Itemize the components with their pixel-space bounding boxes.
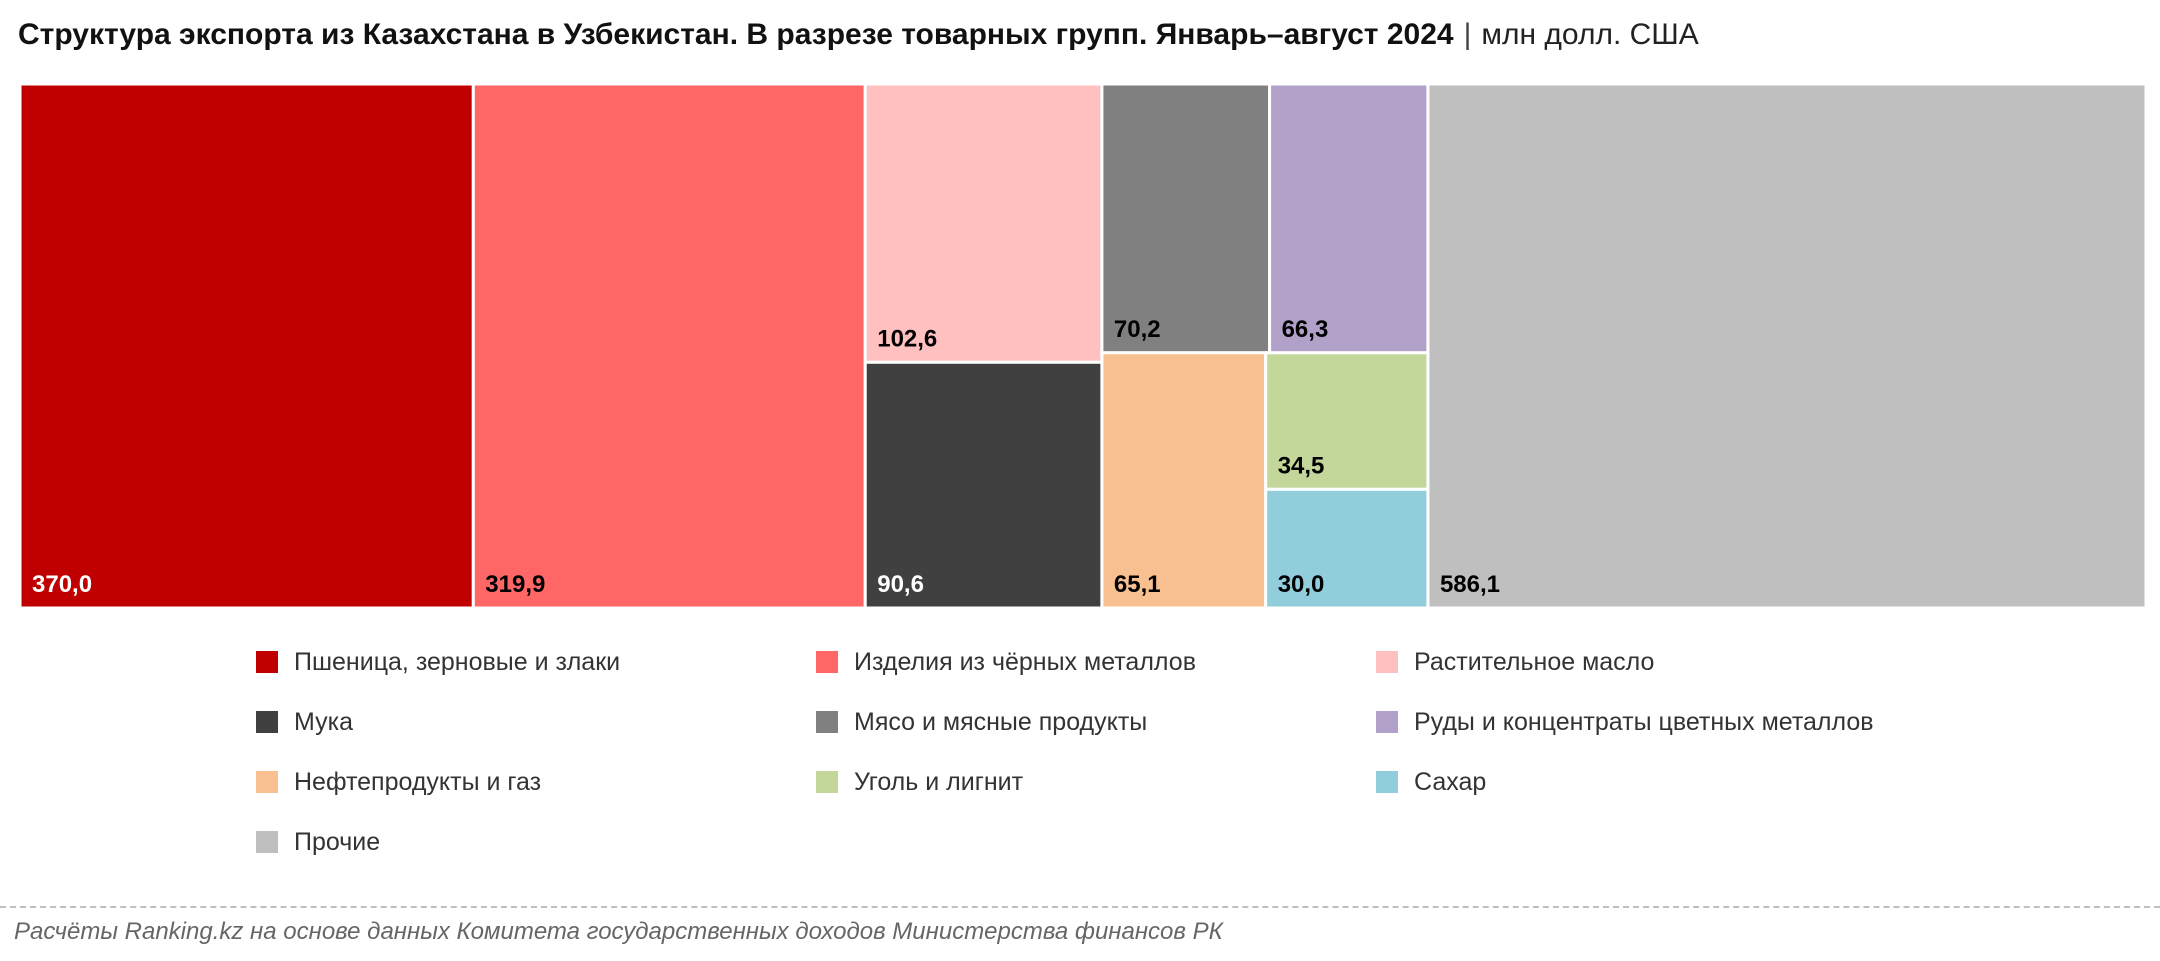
treemap-value-label: 90,6 xyxy=(877,571,924,598)
treemap-value-label: 70,2 xyxy=(1114,316,1161,343)
treemap-tile-item-9: 586,1 xyxy=(1426,82,2148,610)
legend-swatch xyxy=(816,771,838,793)
chart-unit: млн долл. США xyxy=(1481,18,1699,51)
legend-label: Нефтепродукты и газ xyxy=(294,767,542,796)
treemap-value-label: 102,6 xyxy=(877,325,937,352)
legend-label: Изделия из чёрных металлов xyxy=(854,647,1196,676)
legend-label: Уголь и лигнит xyxy=(854,767,1024,796)
treemap-chart: 370,0 319,9 102,6 90,6 70,2 66,3 65,1 34,5 30,0 5… xyxy=(18,82,2148,610)
legend-swatch xyxy=(256,831,278,853)
legend-item: Прочие xyxy=(256,828,816,856)
treemap-rect xyxy=(18,82,475,610)
legend-label: Руды и концентраты цветных металлов xyxy=(1414,707,1874,736)
legend-label: Мясо и мясные продукты xyxy=(854,707,1148,736)
source-note: Расчёты Ranking.kz на основе данных Коми… xyxy=(14,918,1223,945)
legend-item: Руды и концентраты цветных металлов xyxy=(1376,708,1936,736)
legend-swatch xyxy=(1376,651,1398,673)
treemap-tile-item-0: 370,0 xyxy=(18,82,475,610)
legend-swatch xyxy=(816,711,838,733)
legend-label: Прочие xyxy=(294,827,381,856)
treemap-value-label: 370,0 xyxy=(32,571,92,598)
treemap-value-label: 34,5 xyxy=(1278,452,1325,479)
legend-swatch xyxy=(256,711,278,733)
treemap-rect xyxy=(1426,82,2148,610)
treemap-tile-item-2: 102,6 xyxy=(863,82,1104,364)
treemap-value-label: 66,3 xyxy=(1282,316,1329,343)
treemap-tile-item-1: 319,9 xyxy=(471,82,867,610)
treemap-tile-item-3: 90,6 xyxy=(863,360,1104,610)
legend-item: Мясо и мясные продукты xyxy=(816,708,1376,736)
legend-item: Растительное масло xyxy=(1376,648,1936,676)
treemap-rect xyxy=(1268,82,1430,355)
treemap-rect xyxy=(863,360,1104,610)
treemap-rect xyxy=(471,82,867,610)
legend-swatch xyxy=(816,651,838,673)
legend-swatch xyxy=(1376,711,1398,733)
treemap-tile-item-4: 70,2 xyxy=(1100,82,1272,355)
legend-label: Мука xyxy=(294,707,353,736)
title-separator: | xyxy=(1463,18,1472,51)
treemap-tile-item-7: 34,5 xyxy=(1264,351,1430,491)
treemap-tile-item-6: 65,1 xyxy=(1100,351,1268,610)
chart-legend: Пшеница, зерновые и злаки Изделия из чёрн… xyxy=(256,648,1936,856)
legend-swatch xyxy=(256,771,278,793)
chart-title: Структура экспорта из Казахстана в Узбек… xyxy=(18,18,1699,52)
treemap-value-label: 30,0 xyxy=(1278,571,1325,598)
legend-swatch xyxy=(256,651,278,673)
legend-item: Уголь и лигнит xyxy=(816,768,1376,796)
legend-item: Сахар xyxy=(1376,768,1936,796)
legend-swatch xyxy=(1376,771,1398,793)
legend-item: Нефтепродукты и газ xyxy=(256,768,816,796)
legend-label: Пшеница, зерновые и злаки xyxy=(294,647,621,676)
legend-item: Пшеница, зерновые и злаки xyxy=(256,648,816,676)
treemap-tile-item-8: 30,0 xyxy=(1264,487,1430,610)
treemap-rect xyxy=(1264,351,1430,491)
treemap-tile-item-5: 66,3 xyxy=(1268,82,1430,355)
legend-item: Мука xyxy=(256,708,816,736)
treemap-rect xyxy=(1100,82,1272,355)
legend-label: Сахар xyxy=(1414,767,1487,796)
treemap-value-label: 319,9 xyxy=(485,571,545,598)
legend-item: Изделия из чёрных металлов xyxy=(816,648,1376,676)
treemap-value-label: 65,1 xyxy=(1114,571,1161,598)
chart-title-text: Структура экспорта из Казахстана в Узбек… xyxy=(18,18,1454,51)
treemap-rect xyxy=(863,82,1104,364)
treemap-rect xyxy=(1100,351,1268,610)
treemap-value-label: 586,1 xyxy=(1440,571,1500,598)
legend-label: Растительное масло xyxy=(1414,647,1655,676)
footer-divider xyxy=(0,906,2160,908)
treemap-rect xyxy=(1264,487,1430,610)
